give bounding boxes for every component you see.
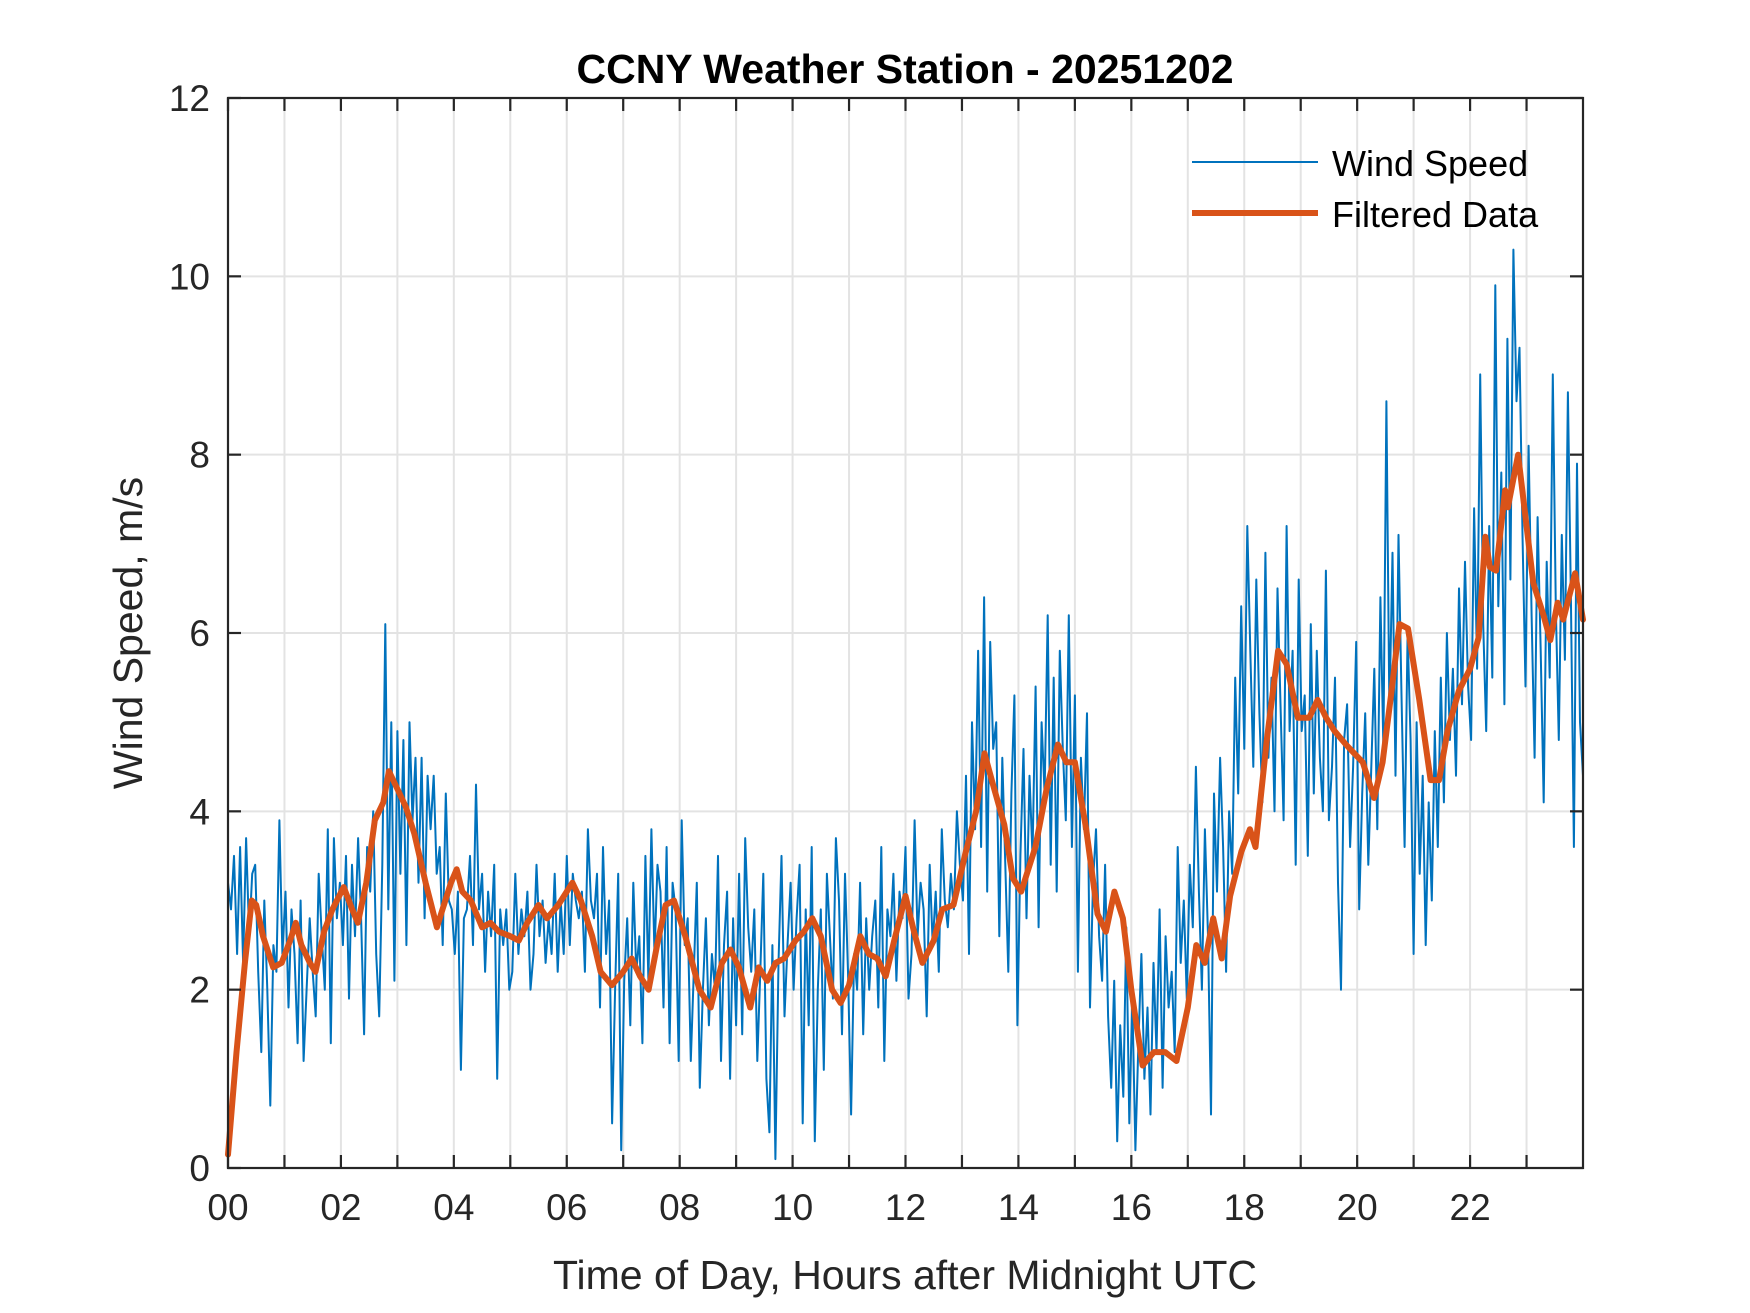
- x-tick-label: 16: [1111, 1187, 1152, 1228]
- y-tick-label: 0: [189, 1148, 210, 1189]
- x-tick-label: 22: [1450, 1187, 1491, 1228]
- x-tick-label: 18: [1224, 1187, 1265, 1228]
- legend: Wind Speed Filtered Data: [1192, 143, 1539, 235]
- y-tick-label: 6: [189, 613, 210, 654]
- y-tick-label: 12: [169, 78, 210, 119]
- series-layer: [225, 248, 1586, 1161]
- x-tick-label: 10: [772, 1187, 813, 1228]
- y-tick-label: 2: [189, 970, 210, 1011]
- legend-label-wind-speed: Wind Speed: [1332, 143, 1528, 184]
- x-tick-label: 20: [1337, 1187, 1378, 1228]
- y-tick-labels: 0 2 4 6 8 10 12: [169, 78, 210, 1189]
- legend-label-filtered-data: Filtered Data: [1332, 194, 1539, 235]
- y-tick-label: 10: [169, 256, 210, 297]
- x-tick-label: 12: [885, 1187, 926, 1228]
- wind-speed-line: [227, 248, 1584, 1161]
- x-tick-label: 00: [207, 1187, 248, 1228]
- x-axis-label: Time of Day, Hours after Midnight UTC: [553, 1252, 1257, 1298]
- x-tick-label: 14: [998, 1187, 1039, 1228]
- filtered-data-line: [225, 451, 1586, 1158]
- x-tick-label: 06: [546, 1187, 587, 1228]
- x-tick-labels: 00 02 04 06 08 10 12 14 16 18 20 22: [207, 1187, 1490, 1228]
- x-tick-label: 04: [433, 1187, 474, 1228]
- y-axis-label: Wind Speed, m/s: [105, 477, 151, 789]
- x-tick-label: 08: [659, 1187, 700, 1228]
- chart-title: CCNY Weather Station - 20251202: [576, 46, 1233, 92]
- axis-ticks: [226, 96, 1583, 1170]
- x-tick-label: 02: [320, 1187, 361, 1228]
- y-tick-label: 8: [189, 435, 210, 476]
- y-tick-label: 4: [189, 791, 210, 832]
